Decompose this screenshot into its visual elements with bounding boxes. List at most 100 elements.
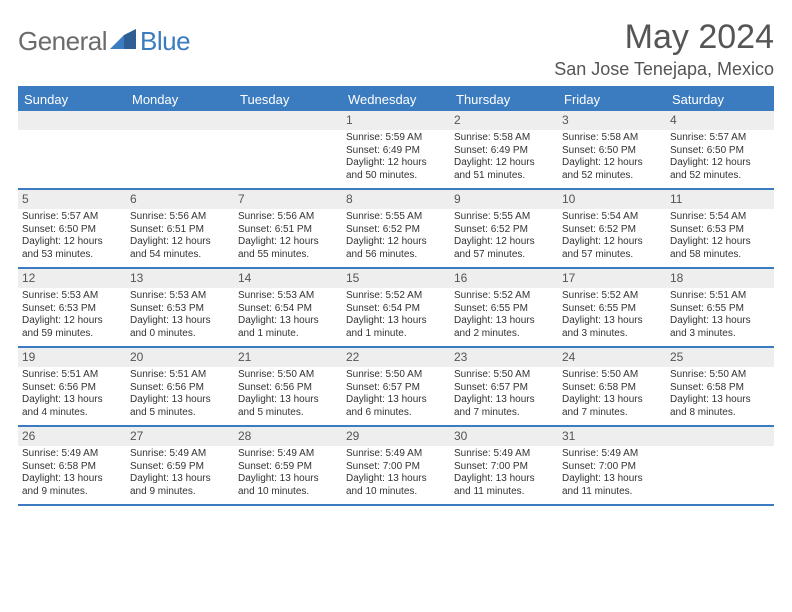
daylight-line: and 11 minutes. <box>454 486 554 499</box>
day-number: 6 <box>126 190 234 209</box>
daylight-line: Daylight: 13 hours <box>346 473 446 486</box>
day-cell: 14Sunrise: 5:53 AMSunset: 6:54 PMDayligh… <box>234 269 342 346</box>
daylight-line: Daylight: 12 hours <box>670 236 770 249</box>
daylight-line: and 52 minutes. <box>562 170 662 183</box>
day-cell: 7Sunrise: 5:56 AMSunset: 6:51 PMDaylight… <box>234 190 342 267</box>
sunrise-line: Sunrise: 5:59 AM <box>346 132 446 145</box>
calendar-page: General Blue May 2024 San Jose Tenejapa,… <box>0 0 792 506</box>
sunset-line: Sunset: 6:58 PM <box>22 461 122 474</box>
sunset-line: Sunset: 6:51 PM <box>130 224 230 237</box>
day-cell: 8Sunrise: 5:55 AMSunset: 6:52 PMDaylight… <box>342 190 450 267</box>
day-number: 19 <box>18 348 126 367</box>
month-title: May 2024 <box>554 18 774 57</box>
day-cell: 21Sunrise: 5:50 AMSunset: 6:56 PMDayligh… <box>234 348 342 425</box>
day-cell: 30Sunrise: 5:49 AMSunset: 7:00 PMDayligh… <box>450 427 558 504</box>
sunrise-line: Sunrise: 5:50 AM <box>670 369 770 382</box>
daylight-line: Daylight: 13 hours <box>130 473 230 486</box>
day-number: 24 <box>558 348 666 367</box>
day-cell <box>18 111 126 188</box>
sunset-line: Sunset: 6:55 PM <box>454 303 554 316</box>
daylight-line: Daylight: 12 hours <box>130 236 230 249</box>
sunrise-line: Sunrise: 5:49 AM <box>346 448 446 461</box>
daylight-line: and 50 minutes. <box>346 170 446 183</box>
day-cell: 17Sunrise: 5:52 AMSunset: 6:55 PMDayligh… <box>558 269 666 346</box>
sunrise-line: Sunrise: 5:53 AM <box>238 290 338 303</box>
weekday-heading: Thursday <box>450 88 558 111</box>
weekday-header-row: Sunday Monday Tuesday Wednesday Thursday… <box>18 88 774 111</box>
sunset-line: Sunset: 6:53 PM <box>22 303 122 316</box>
daylight-line: Daylight: 13 hours <box>238 394 338 407</box>
daylight-line: Daylight: 13 hours <box>454 394 554 407</box>
day-number: 13 <box>126 269 234 288</box>
sunset-line: Sunset: 6:54 PM <box>346 303 446 316</box>
day-body: Sunrise: 5:49 AMSunset: 6:58 PMDaylight:… <box>18 446 126 504</box>
sunrise-line: Sunrise: 5:56 AM <box>238 211 338 224</box>
daylight-line: and 5 minutes. <box>238 407 338 420</box>
day-cell: 3Sunrise: 5:58 AMSunset: 6:50 PMDaylight… <box>558 111 666 188</box>
day-body: Sunrise: 5:51 AMSunset: 6:56 PMDaylight:… <box>18 367 126 425</box>
sunset-line: Sunset: 6:58 PM <box>562 382 662 395</box>
sunset-line: Sunset: 6:59 PM <box>130 461 230 474</box>
sunrise-line: Sunrise: 5:57 AM <box>22 211 122 224</box>
day-cell: 6Sunrise: 5:56 AMSunset: 6:51 PMDaylight… <box>126 190 234 267</box>
daylight-line: and 51 minutes. <box>454 170 554 183</box>
day-cell: 28Sunrise: 5:49 AMSunset: 6:59 PMDayligh… <box>234 427 342 504</box>
day-cell: 4Sunrise: 5:57 AMSunset: 6:50 PMDaylight… <box>666 111 774 188</box>
day-cell: 19Sunrise: 5:51 AMSunset: 6:56 PMDayligh… <box>18 348 126 425</box>
day-cell: 12Sunrise: 5:53 AMSunset: 6:53 PMDayligh… <box>18 269 126 346</box>
daylight-line: Daylight: 13 hours <box>562 394 662 407</box>
day-number: 28 <box>234 427 342 446</box>
day-cell: 20Sunrise: 5:51 AMSunset: 6:56 PMDayligh… <box>126 348 234 425</box>
day-body: Sunrise: 5:55 AMSunset: 6:52 PMDaylight:… <box>450 209 558 267</box>
day-cell: 23Sunrise: 5:50 AMSunset: 6:57 PMDayligh… <box>450 348 558 425</box>
daylight-line: Daylight: 13 hours <box>130 394 230 407</box>
daylight-line: Daylight: 13 hours <box>22 394 122 407</box>
title-block: May 2024 San Jose Tenejapa, Mexico <box>554 18 774 80</box>
day-number: 29 <box>342 427 450 446</box>
day-body: Sunrise: 5:58 AMSunset: 6:50 PMDaylight:… <box>558 130 666 188</box>
sunrise-line: Sunrise: 5:53 AM <box>22 290 122 303</box>
day-number: 5 <box>18 190 126 209</box>
daylight-line: and 56 minutes. <box>346 249 446 262</box>
sunset-line: Sunset: 6:50 PM <box>22 224 122 237</box>
sunset-line: Sunset: 6:57 PM <box>454 382 554 395</box>
daylight-line: Daylight: 13 hours <box>22 473 122 486</box>
day-number: 15 <box>342 269 450 288</box>
daylight-line: and 7 minutes. <box>454 407 554 420</box>
day-cell: 1Sunrise: 5:59 AMSunset: 6:49 PMDaylight… <box>342 111 450 188</box>
daylight-line: and 1 minute. <box>346 328 446 341</box>
sunset-line: Sunset: 7:00 PM <box>454 461 554 474</box>
day-number: 16 <box>450 269 558 288</box>
sunrise-line: Sunrise: 5:58 AM <box>562 132 662 145</box>
sunrise-line: Sunrise: 5:50 AM <box>454 369 554 382</box>
daylight-line: Daylight: 12 hours <box>562 236 662 249</box>
sunset-line: Sunset: 6:57 PM <box>346 382 446 395</box>
day-cell: 5Sunrise: 5:57 AMSunset: 6:50 PMDaylight… <box>18 190 126 267</box>
day-cell <box>126 111 234 188</box>
daylight-line: Daylight: 12 hours <box>238 236 338 249</box>
daylight-line: and 11 minutes. <box>562 486 662 499</box>
day-number: 18 <box>666 269 774 288</box>
weekday-heading: Saturday <box>666 88 774 111</box>
sunrise-line: Sunrise: 5:54 AM <box>562 211 662 224</box>
daylight-line: and 55 minutes. <box>238 249 338 262</box>
daylight-line: Daylight: 12 hours <box>562 157 662 170</box>
daylight-line: Daylight: 12 hours <box>346 157 446 170</box>
daylight-line: and 1 minute. <box>238 328 338 341</box>
daylight-line: and 0 minutes. <box>130 328 230 341</box>
daylight-line: Daylight: 13 hours <box>130 315 230 328</box>
day-number: 11 <box>666 190 774 209</box>
daylight-line: Daylight: 13 hours <box>454 473 554 486</box>
day-body: Sunrise: 5:57 AMSunset: 6:50 PMDaylight:… <box>18 209 126 267</box>
daylight-line: Daylight: 12 hours <box>22 315 122 328</box>
daylight-line: and 57 minutes. <box>562 249 662 262</box>
day-number: 8 <box>342 190 450 209</box>
day-cell: 26Sunrise: 5:49 AMSunset: 6:58 PMDayligh… <box>18 427 126 504</box>
daylight-line: and 58 minutes. <box>670 249 770 262</box>
daylight-line: and 5 minutes. <box>130 407 230 420</box>
day-body: Sunrise: 5:49 AMSunset: 6:59 PMDaylight:… <box>126 446 234 504</box>
daylight-line: and 9 minutes. <box>130 486 230 499</box>
daylight-line: Daylight: 12 hours <box>670 157 770 170</box>
sunrise-line: Sunrise: 5:52 AM <box>346 290 446 303</box>
brand-logo: General Blue <box>18 26 190 57</box>
